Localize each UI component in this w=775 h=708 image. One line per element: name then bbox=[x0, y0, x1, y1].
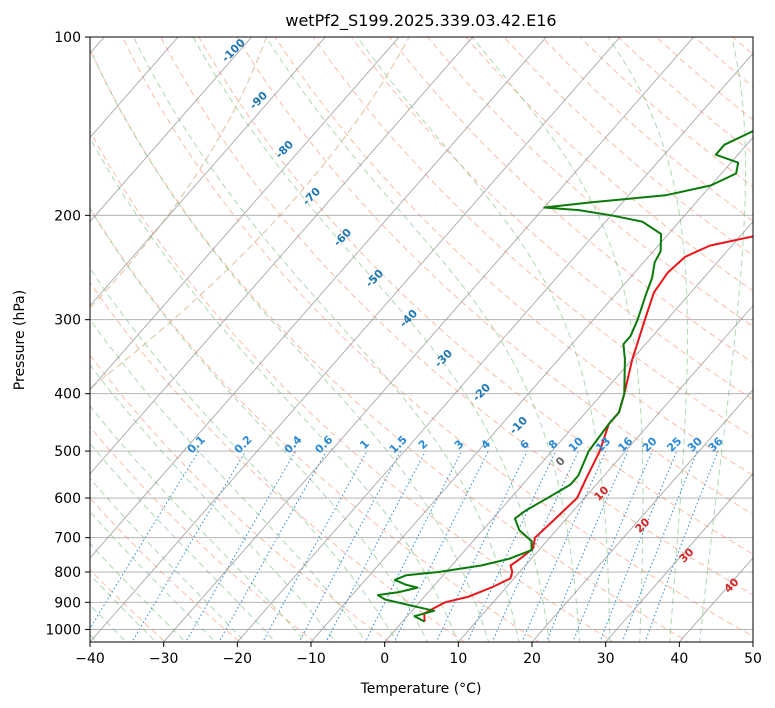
theta-e-line bbox=[90, 37, 410, 390]
moist-adiabat-line bbox=[356, 37, 611, 642]
dry-adiabat-line bbox=[274, 37, 753, 476]
theta-e-lines bbox=[90, 37, 410, 390]
mixing-ratio-line bbox=[435, 450, 528, 642]
isotherm-line bbox=[163, 37, 695, 642]
dewpoint-profile-line bbox=[376, 129, 753, 623]
moist-adiabat-line bbox=[607, 37, 688, 642]
mixing-ratio-line bbox=[545, 450, 629, 642]
isotherm-line bbox=[90, 37, 326, 307]
dry-adiabat-line bbox=[579, 37, 753, 188]
dry-adiabat-line bbox=[122, 37, 753, 637]
x-tick-label: −10 bbox=[296, 651, 326, 667]
isotherm-line bbox=[90, 37, 621, 642]
dry-adiabat-line bbox=[617, 37, 753, 154]
moist-adiabat-line bbox=[90, 364, 337, 642]
dry-adiabat-line bbox=[160, 37, 753, 596]
dry-adiabats bbox=[90, 37, 753, 642]
isotherm-line bbox=[457, 304, 753, 642]
theta-e-line bbox=[90, 37, 268, 309]
x-tick-label: −20 bbox=[223, 651, 253, 667]
mixing-ratio-line bbox=[521, 450, 607, 642]
y-tick-label: 1000 bbox=[45, 622, 81, 638]
x-axis-title: Temperature (°C) bbox=[360, 681, 482, 697]
isotherm-line bbox=[90, 37, 179, 139]
plot-frame bbox=[89, 36, 754, 643]
y-tick-label: 700 bbox=[54, 531, 81, 547]
plot-area: -100-90-80-70-60-50-40-30-20-10010203040… bbox=[90, 37, 753, 642]
dry-adiabat-line bbox=[465, 37, 753, 292]
isotherms bbox=[90, 37, 753, 642]
isotherm-line bbox=[531, 389, 753, 642]
y-tick-label: 600 bbox=[54, 491, 81, 507]
dry-adiabat-line bbox=[90, 281, 466, 642]
x-tick-label: −40 bbox=[75, 651, 105, 667]
dry-adiabat-line bbox=[90, 354, 391, 642]
dry-adiabat-line bbox=[312, 37, 753, 438]
mixing-ratio-line bbox=[621, 450, 698, 642]
mixing-ratio-line bbox=[572, 450, 653, 642]
dry-adiabat-line bbox=[90, 48, 690, 642]
dry-adiabat-line bbox=[503, 37, 753, 257]
dry-adiabat-line bbox=[90, 129, 615, 642]
isotherm-line bbox=[384, 220, 753, 642]
isotherm-line bbox=[90, 37, 547, 559]
isotherm-line bbox=[310, 136, 753, 642]
isobars bbox=[90, 37, 753, 630]
isotherm-line bbox=[90, 37, 400, 391]
y-axis-title: Pressure (hPa) bbox=[12, 290, 28, 390]
mixing-ratio-line bbox=[364, 450, 463, 642]
y-tick-label: 300 bbox=[54, 313, 81, 329]
mixing-ratio-line bbox=[393, 450, 489, 642]
mixing-ratio-line bbox=[644, 450, 719, 642]
moist-adiabat-line bbox=[471, 37, 644, 642]
isotherm-line bbox=[90, 37, 474, 475]
isotherm-line bbox=[605, 473, 753, 642]
x-tick-label: 0 bbox=[380, 651, 389, 667]
y-tick-label: 500 bbox=[54, 444, 81, 460]
x-axis: −40 −30 −20 −10 0 10 20 30 40 50 bbox=[75, 642, 762, 667]
dry-adiabat-line bbox=[655, 37, 753, 121]
profile-series bbox=[376, 129, 753, 623]
y-tick-label: 900 bbox=[54, 595, 81, 611]
x-tick-label: 40 bbox=[670, 651, 688, 667]
dry-adiabat-line bbox=[90, 497, 241, 642]
mixing-ratio-line bbox=[185, 450, 297, 642]
x-tick-label: −30 bbox=[149, 651, 179, 667]
x-tick-label: 10 bbox=[449, 651, 467, 667]
x-tick-label: 30 bbox=[597, 651, 615, 667]
mixing-ratio-lines bbox=[90, 450, 719, 642]
isotherm-line bbox=[90, 37, 253, 223]
mixing-ratio-line bbox=[131, 450, 247, 642]
isotherm-line bbox=[236, 52, 753, 642]
dry-adiabat-line bbox=[541, 37, 753, 222]
y-tick-label: 100 bbox=[54, 30, 81, 46]
mixing-ratio-line bbox=[599, 450, 678, 642]
y-tick-label: 200 bbox=[54, 208, 81, 224]
mixing-ratio-line bbox=[262, 450, 368, 642]
y-axis: 1000 900 800 700 600 500 400 300 200 100 bbox=[45, 30, 90, 638]
moist-adiabat-line bbox=[265, 37, 581, 642]
dry-adiabat-line bbox=[198, 37, 753, 555]
x-tick-label: 20 bbox=[523, 651, 541, 667]
y-tick-label: 800 bbox=[54, 565, 81, 581]
y-tick-label: 400 bbox=[54, 387, 81, 403]
x-tick-label: 50 bbox=[744, 651, 762, 667]
mixing-ratio-line bbox=[218, 450, 327, 642]
chart-title: wetPf2_S199.2025.339.03.42.E16 bbox=[285, 11, 556, 31]
mixing-ratio-line bbox=[491, 450, 579, 642]
moist-adiabat-line bbox=[699, 37, 746, 642]
